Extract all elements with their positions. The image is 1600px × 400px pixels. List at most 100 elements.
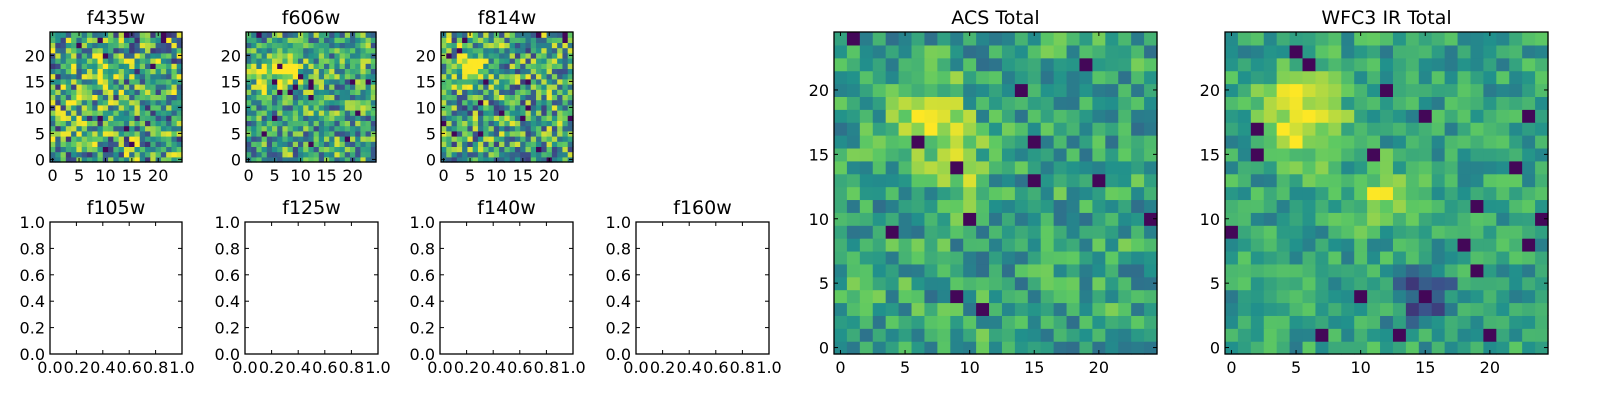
heatmap-cell	[1092, 238, 1106, 252]
heatmap-cell	[1380, 250, 1394, 265]
heatmap-cell	[859, 199, 874, 213]
heatmap-cell	[1079, 186, 1093, 201]
heatmap-cell	[97, 47, 104, 54]
heatmap-cell	[509, 42, 516, 49]
heatmap-cell	[483, 115, 490, 121]
heatmap-cell	[261, 89, 268, 95]
heatmap-cell	[1328, 212, 1342, 226]
heatmap-cell	[834, 186, 848, 201]
heatmap-cell	[339, 104, 346, 111]
heatmap-cell	[1431, 109, 1446, 123]
heatmap-cell	[171, 32, 178, 38]
heatmap-cell	[567, 47, 574, 54]
heatmap-cell	[350, 89, 356, 95]
heatmap-cell	[166, 141, 173, 147]
axes-frame	[1224, 31, 1549, 355]
y-tick-label: 0.8	[410, 239, 435, 258]
heatmap-cell	[1315, 199, 1329, 213]
x-tick-label: 15	[122, 166, 142, 185]
x-tick-label: 0	[244, 166, 254, 185]
heatmap-cell	[1535, 135, 1549, 149]
heatmap-cell	[1276, 160, 1291, 175]
heatmap-cell	[1237, 199, 1252, 213]
heatmap-cell	[488, 84, 495, 90]
heatmap-cell	[1431, 122, 1446, 136]
heatmap-cell	[365, 68, 372, 75]
heatmap-cell	[76, 37, 83, 43]
y-tick-label: 10	[221, 98, 241, 117]
heatmap-cell	[499, 42, 505, 49]
heatmap-cell	[1522, 44, 1536, 59]
heatmap-cell	[536, 110, 542, 116]
heatmap-cell	[557, 37, 564, 43]
heatmap-cell	[557, 68, 564, 75]
heatmap-cell	[60, 115, 67, 121]
heatmap-cell	[456, 68, 463, 75]
heatmap-cell	[1225, 250, 1239, 265]
heatmap-cell	[60, 110, 67, 116]
heatmap-cell	[859, 135, 874, 149]
heatmap-cell	[557, 63, 564, 69]
heatmap-cell	[256, 47, 263, 54]
heatmap-cell	[81, 37, 88, 43]
heatmap-cell	[514, 146, 521, 153]
heatmap-cell	[155, 104, 162, 111]
heatmap-cell	[488, 52, 495, 59]
heatmap-cell	[557, 73, 564, 80]
heatmap-cell	[834, 70, 848, 85]
heatmap-cell	[287, 141, 294, 147]
heatmap-cell	[1289, 212, 1304, 226]
heatmap-cell	[60, 104, 67, 111]
heatmap-cell	[541, 58, 548, 64]
heatmap-cell	[525, 141, 532, 147]
heatmap-cell	[139, 32, 146, 38]
heatmap-cell	[1263, 173, 1278, 188]
heatmap-cell	[1341, 173, 1355, 188]
heatmap-cell	[898, 173, 913, 188]
heatmap-cell	[318, 136, 325, 142]
heatmap-cell	[176, 47, 183, 54]
heatmap-cell	[1470, 289, 1484, 304]
heatmap-cell	[71, 52, 77, 59]
heatmap-cell	[898, 70, 913, 85]
heatmap-cell	[60, 52, 67, 59]
heatmap-cell	[1105, 199, 1119, 213]
heatmap-cell	[86, 63, 93, 69]
heatmap-cell	[1289, 263, 1304, 278]
heatmap-cell	[1354, 186, 1368, 201]
heatmap-cell	[567, 115, 574, 121]
heatmap-cell	[318, 104, 325, 111]
heatmap-cell	[155, 130, 162, 137]
heatmap-cell	[514, 68, 521, 75]
heatmap-cell	[171, 58, 178, 64]
heatmap-cell	[1144, 302, 1158, 316]
heatmap-cell	[55, 99, 62, 106]
heatmap-cell	[1105, 302, 1119, 316]
x-tick-label: 15	[1024, 358, 1044, 377]
heatmap-cell	[530, 47, 537, 54]
heatmap-cell	[885, 44, 900, 59]
y-tick-label: 0.6	[410, 266, 435, 285]
heatmap-cell	[1263, 250, 1278, 265]
heatmap-cell	[1144, 276, 1158, 291]
heatmap-cell	[1431, 250, 1446, 265]
heatmap-cell	[1470, 263, 1484, 278]
heatmap-cell	[1263, 135, 1278, 149]
heatmap-cell	[1225, 44, 1239, 59]
heatmap-cell	[514, 99, 521, 106]
heatmap-cell	[834, 250, 848, 265]
heatmap-cell	[150, 78, 157, 85]
heatmap-cell	[139, 68, 146, 75]
heatmap-cell	[950, 57, 964, 72]
heatmap-cell	[256, 104, 263, 111]
heatmap-cell	[834, 147, 848, 162]
x-tick-label: 0.2	[454, 358, 479, 377]
heatmap-cell	[339, 68, 346, 75]
heatmap-cell	[446, 151, 453, 158]
heatmap-cell	[1237, 225, 1252, 239]
heatmap-cell	[1302, 289, 1317, 304]
heatmap-cell	[134, 151, 141, 158]
heatmap-cell	[145, 73, 151, 80]
heatmap-cell	[1027, 186, 1042, 201]
